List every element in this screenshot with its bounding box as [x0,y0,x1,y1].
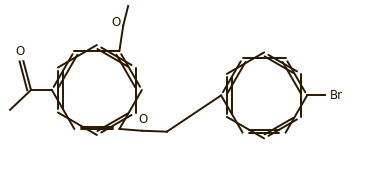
Text: O: O [138,113,147,127]
Text: Br: Br [330,89,343,102]
Text: O: O [112,16,121,29]
Text: O: O [15,45,24,58]
